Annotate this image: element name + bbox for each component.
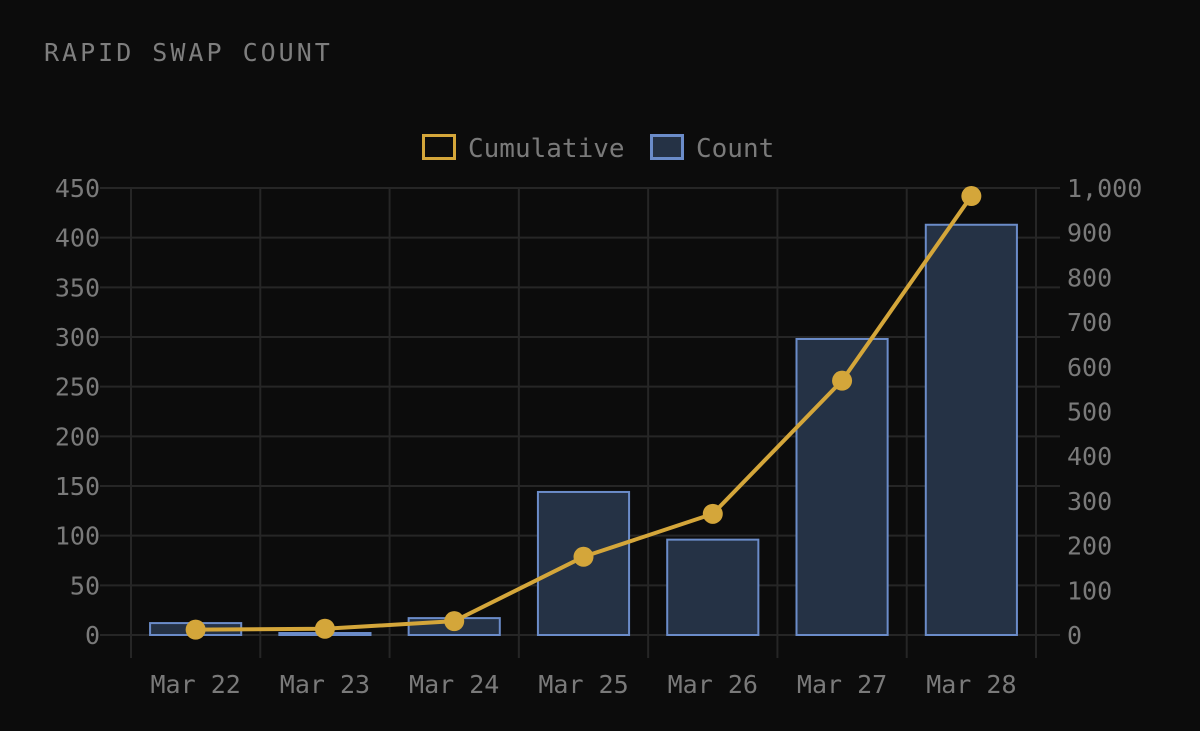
y-left-tick-label: 250 (55, 373, 100, 402)
y-left-tick-label: 450 (55, 174, 100, 203)
y-right-tick-label: 300 (1067, 487, 1112, 516)
cumulative-point[interactable] (702, 503, 723, 524)
y-right-tick-label: 800 (1067, 263, 1112, 292)
x-tick-label: Mar 27 (797, 670, 887, 699)
y-left-tick-label: 50 (70, 571, 100, 600)
y-left-tick-label: 200 (55, 422, 100, 451)
x-tick-label: Mar 26 (668, 670, 758, 699)
y-right-tick-label: 700 (1067, 308, 1112, 337)
y-left-tick-label: 350 (55, 273, 100, 302)
bar-count[interactable] (924, 223, 1018, 636)
y-right-tick-label: 0 (1067, 621, 1082, 650)
x-tick-label: Mar 22 (150, 670, 240, 699)
legend-label-count[interactable]: Count (696, 134, 774, 164)
y-right-tick-label: 1,000 (1067, 174, 1142, 203)
y-left-tick-label: 400 (55, 224, 100, 253)
y-right-tick-label: 100 (1067, 576, 1112, 605)
cumulative-point[interactable] (961, 186, 982, 207)
y-right-tick-label: 400 (1067, 442, 1112, 471)
cumulative-point[interactable] (185, 619, 206, 640)
cumulative-point[interactable] (832, 370, 853, 391)
x-tick-label: Mar 28 (926, 670, 1016, 699)
y-left-tick-label: 150 (55, 472, 100, 501)
cumulative-point[interactable] (573, 546, 594, 567)
cumulative-point[interactable] (314, 618, 335, 639)
bar-count[interactable] (666, 538, 760, 637)
x-tick-label: Mar 23 (280, 670, 370, 699)
x-tick-label: Mar 24 (409, 670, 499, 699)
y-right-tick-label: 600 (1067, 353, 1112, 382)
x-tick-label: Mar 25 (538, 670, 628, 699)
y-left-tick-label: 0 (85, 621, 100, 650)
y-right-tick-label: 500 (1067, 398, 1112, 427)
legend-swatch-cumulative[interactable] (422, 134, 456, 160)
legend-swatch-count[interactable] (650, 134, 684, 160)
y-right-tick-label: 200 (1067, 532, 1112, 561)
y-left-tick-label: 100 (55, 522, 100, 551)
y-left-tick-label: 300 (55, 323, 100, 352)
legend-label-cumulative[interactable]: Cumulative (468, 134, 625, 164)
chart-title: RAPID SWAP COUNT (44, 38, 333, 67)
y-right-tick-label: 900 (1067, 219, 1112, 248)
cumulative-point[interactable] (444, 611, 465, 632)
